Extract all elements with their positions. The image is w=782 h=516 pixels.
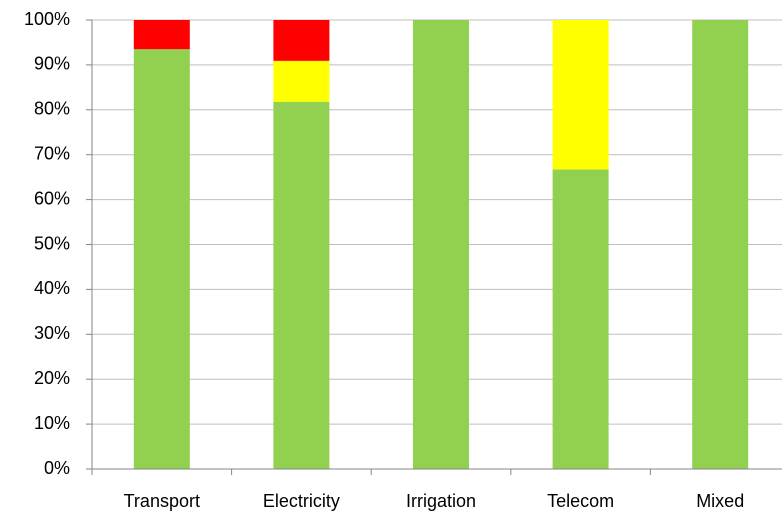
bar-segment bbox=[273, 60, 330, 102]
x-tick-label: Transport bbox=[124, 491, 200, 511]
x-tick-label: Irrigation bbox=[406, 491, 476, 511]
y-tick-label: 20% bbox=[34, 368, 70, 388]
bar-segment bbox=[273, 20, 330, 61]
bar-segment bbox=[692, 20, 749, 469]
bar-segment bbox=[133, 20, 190, 50]
x-tick-label: Mixed bbox=[696, 491, 744, 511]
bar-segment bbox=[552, 20, 609, 170]
x-tick-label: Electricity bbox=[263, 491, 340, 511]
y-tick-label: 100% bbox=[24, 9, 70, 29]
bar-segment bbox=[413, 20, 469, 469]
y-tick-label: 80% bbox=[34, 99, 70, 119]
x-tick-label: Telecom bbox=[547, 491, 614, 511]
y-tick-label: 60% bbox=[34, 188, 70, 208]
y-tick-label: 40% bbox=[34, 278, 70, 298]
y-tick-label: 50% bbox=[34, 233, 70, 253]
bar-segment bbox=[552, 169, 609, 469]
y-tick-label: 30% bbox=[34, 323, 70, 343]
bar-segment bbox=[273, 101, 330, 469]
bar-segment bbox=[133, 49, 190, 470]
y-tick-label: 90% bbox=[34, 54, 70, 74]
y-tick-label: 0% bbox=[44, 458, 70, 478]
y-tick-label: 10% bbox=[34, 413, 70, 433]
y-tick-label: 70% bbox=[34, 143, 70, 163]
